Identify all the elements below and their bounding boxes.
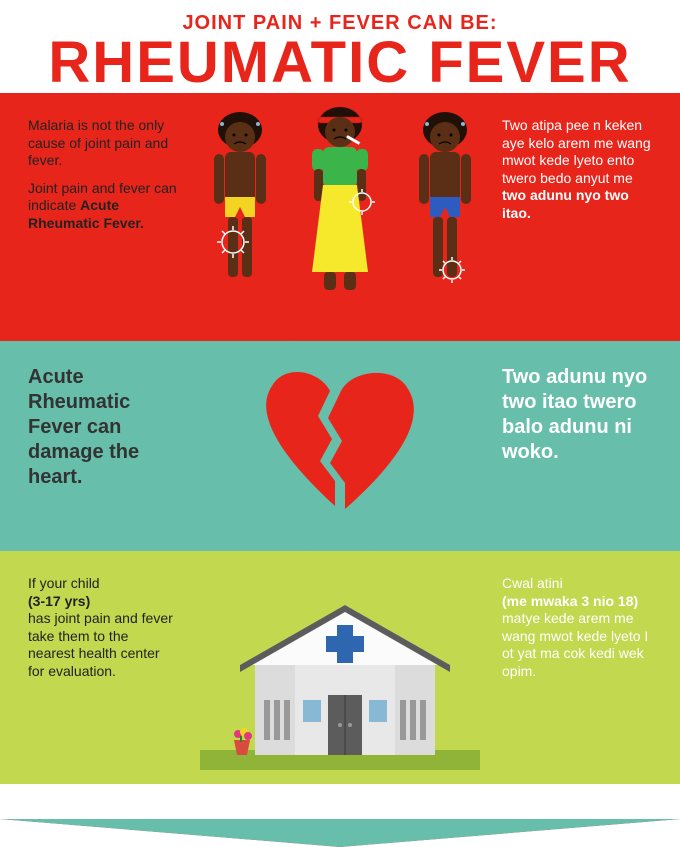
section-teal: Acute Rheumatic Fever can damage the hea… <box>0 341 680 551</box>
sec3-right-text: Cwal atini (me mwaka 3 nio 18) matye ked… <box>502 575 652 764</box>
header: JOINT PAIN + FEVER CAN BE: RHEUMATIC FEV… <box>0 0 680 93</box>
sec3-left-p1b: (3-17 yrs) <box>28 593 90 609</box>
sec3-right-p1c: matye kede arem me wang mwot kede lyeto … <box>502 610 648 679</box>
sec1-left-p1: Malaria is not the only cause of joint p… <box>28 117 178 170</box>
sec3-left-p1c: has joint pain and fever take them to th… <box>28 610 173 679</box>
sec1-left-p2: Joint pain and fever can indicate Acute … <box>28 180 178 233</box>
sec1-right-p1a: Two atipa pee n keken aye kelo arem me w… <box>502 117 651 186</box>
sec2-right-text: Two adunu nyo two itao twero balo adunu … <box>502 365 652 507</box>
sec3-left-p1a: If your child <box>28 575 100 591</box>
children-illustration <box>178 117 502 297</box>
broken-heart-illustration <box>178 365 502 507</box>
sec3-right-p1b: (me mwaka 3 nio 18) <box>502 593 638 609</box>
sec1-right-p1: Two atipa pee n keken aye kelo arem me w… <box>502 117 652 222</box>
sec3-left-text: If your child (3-17 yrs) has joint pain … <box>28 575 178 764</box>
sec1-right-text: Two atipa pee n keken aye kelo arem me w… <box>502 117 652 297</box>
sec1-left-text: Malaria is not the only cause of joint p… <box>28 117 178 297</box>
sec3-right-p1: Cwal atini (me mwaka 3 nio 18) matye ked… <box>502 575 652 680</box>
child-2 <box>312 107 375 290</box>
sec3-left-p1: If your child (3-17 yrs) has joint pain … <box>28 575 178 680</box>
section-red: Malaria is not the only cause of joint p… <box>0 93 680 341</box>
clinic-illustration <box>178 575 502 764</box>
sec3-right-p1a: Cwal atini <box>502 575 563 591</box>
child-1 <box>214 112 266 277</box>
chevron-teal <box>0 819 680 847</box>
header-title: RHEUMATIC FEVER <box>0 37 680 89</box>
child-3 <box>419 112 471 283</box>
sec2-left-text: Acute Rheumatic Fever can damage the hea… <box>28 365 178 507</box>
sec1-right-p1b: two adunu nyo two itao. <box>502 187 629 221</box>
section-lime: If your child (3-17 yrs) has joint pain … <box>0 551 680 784</box>
